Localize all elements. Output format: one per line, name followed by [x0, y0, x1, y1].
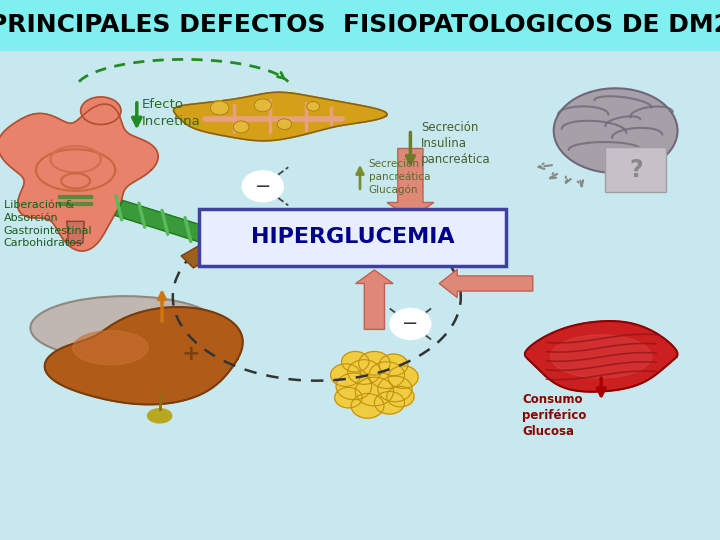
Polygon shape [45, 307, 243, 404]
Circle shape [254, 99, 271, 112]
Circle shape [233, 121, 249, 133]
Text: HIPERGLUCEMIA: HIPERGLUCEMIA [251, 226, 454, 247]
Circle shape [307, 102, 320, 111]
FancyArrow shape [114, 200, 251, 256]
Ellipse shape [554, 89, 677, 173]
Text: ?: ? [629, 158, 642, 181]
Circle shape [351, 394, 384, 418]
Circle shape [243, 171, 283, 201]
FancyBboxPatch shape [199, 209, 506, 266]
Circle shape [210, 101, 229, 115]
Polygon shape [67, 221, 84, 243]
Polygon shape [174, 92, 387, 141]
Circle shape [330, 364, 361, 387]
Ellipse shape [148, 409, 172, 423]
Circle shape [341, 352, 369, 372]
Text: Secreción
Insulina
pancreática: Secreción Insulina pancreática [421, 120, 491, 166]
Circle shape [355, 377, 394, 406]
FancyArrow shape [181, 215, 263, 268]
Polygon shape [0, 104, 158, 251]
Text: Secreción
pancreática
Glucagón: Secreción pancreática Glucagón [369, 159, 430, 195]
FancyBboxPatch shape [605, 147, 666, 192]
Circle shape [388, 366, 418, 388]
Ellipse shape [81, 97, 121, 124]
Text: PRINCIPALES DEFECTOS  FISIOPATOLOGICOS DE DM2: PRINCIPALES DEFECTOS FISIOPATOLOGICOS DE… [0, 14, 720, 37]
Circle shape [336, 373, 372, 400]
FancyArrow shape [387, 148, 433, 219]
Text: Consumo
periférico
Glucosa: Consumo periférico Glucosa [522, 393, 586, 438]
Text: −: − [402, 314, 418, 334]
Circle shape [335, 387, 362, 408]
Text: −: − [255, 177, 271, 196]
Ellipse shape [551, 335, 652, 378]
Circle shape [390, 309, 431, 339]
Circle shape [379, 354, 408, 376]
Circle shape [387, 387, 414, 407]
Circle shape [359, 352, 390, 375]
Ellipse shape [31, 297, 220, 359]
Text: Efecto
Incretina: Efecto Incretina [142, 98, 201, 129]
Circle shape [369, 362, 405, 388]
Circle shape [348, 360, 381, 384]
Polygon shape [525, 321, 678, 392]
Text: +: + [181, 343, 200, 364]
Circle shape [277, 119, 292, 130]
Ellipse shape [73, 330, 148, 365]
FancyArrow shape [356, 270, 393, 329]
Text: Liberación &
Absorción
Gastrointestinal
Carbohidratos: Liberación & Absorción Gastrointestinal … [4, 200, 92, 248]
Circle shape [378, 376, 412, 402]
FancyArrow shape [439, 269, 533, 298]
Circle shape [374, 392, 405, 414]
FancyBboxPatch shape [0, 0, 720, 51]
